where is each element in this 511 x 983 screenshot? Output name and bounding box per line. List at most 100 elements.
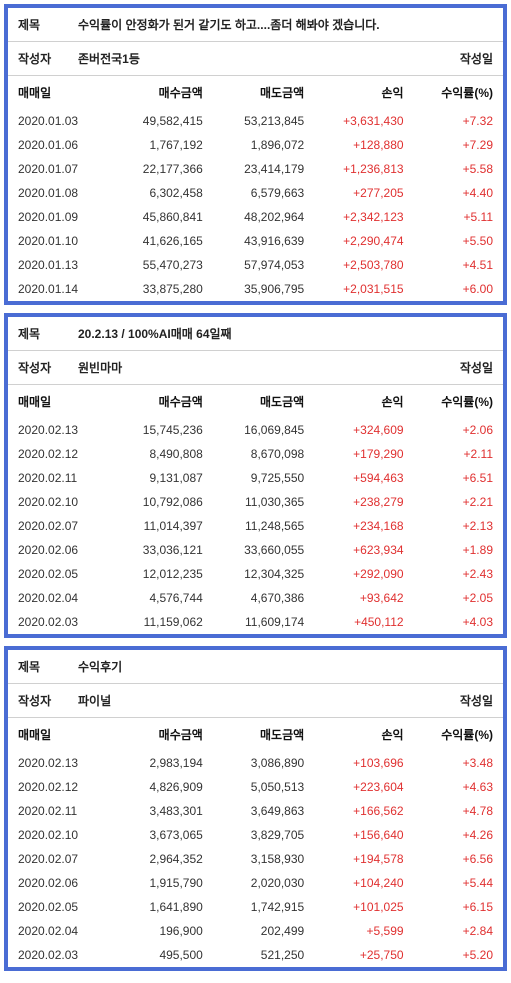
cell-rate: +2.21: [404, 495, 493, 509]
cell-date: 2020.01.08: [18, 186, 101, 200]
cell-rate: +6.56: [404, 852, 493, 866]
cell-date: 2020.01.06: [18, 138, 101, 152]
cell-profit: +292,090: [304, 567, 403, 581]
cell-sell: 11,248,565: [203, 519, 304, 533]
cell-profit: +234,168: [304, 519, 403, 533]
cell-date: 2020.02.04: [18, 591, 101, 605]
cell-profit: +93,642: [304, 591, 403, 605]
cell-rate: +4.03: [404, 615, 493, 629]
title-label: 제목: [18, 658, 78, 675]
cell-date: 2020.01.14: [18, 282, 101, 296]
cell-buy: 45,860,841: [101, 210, 202, 224]
cell-profit: +101,025: [304, 900, 403, 914]
cell-profit: +128,880: [304, 138, 403, 152]
cell-rate: +6.51: [404, 471, 493, 485]
cell-profit: +223,604: [304, 780, 403, 794]
table-row: 2020.01.13 55,470,273 57,974,053 +2,503,…: [8, 253, 503, 277]
created-label: 작성일: [460, 692, 493, 709]
cell-rate: +4.26: [404, 828, 493, 842]
cell-sell: 9,725,550: [203, 471, 304, 485]
author-row: 작성자 존버전국1등 작성일: [8, 42, 503, 76]
cell-buy: 3,673,065: [101, 828, 202, 842]
cell-sell: 16,069,845: [203, 423, 304, 437]
cell-profit: +1,236,813: [304, 162, 403, 176]
cell-buy: 4,576,744: [101, 591, 202, 605]
author-value: 원빈마마: [78, 359, 460, 376]
cell-sell: 3,086,890: [203, 756, 304, 770]
title-label: 제목: [18, 325, 78, 342]
cell-rate: +5.50: [404, 234, 493, 248]
cell-rate: +5.11: [404, 210, 493, 224]
cell-date: 2020.02.07: [18, 852, 101, 866]
col-header-buy: 매수금액: [101, 393, 202, 410]
cell-rate: +7.32: [404, 114, 493, 128]
col-header-profit: 손익: [304, 84, 403, 101]
cell-buy: 11,159,062: [101, 615, 202, 629]
table-row: 2020.02.06 1,915,790 2,020,030 +104,240 …: [8, 871, 503, 895]
cell-rate: +2.13: [404, 519, 493, 533]
table-header: 매매일 매수금액 매도금액 손익 수익률(%): [8, 718, 503, 751]
title-value: 20.2.13 / 100%AI매매 64일째: [78, 325, 493, 342]
table-row: 2020.01.07 22,177,366 23,414,179 +1,236,…: [8, 157, 503, 181]
cell-buy: 3,483,301: [101, 804, 202, 818]
cell-sell: 23,414,179: [203, 162, 304, 176]
col-header-rate: 수익률(%): [404, 393, 493, 410]
col-header-date: 매매일: [18, 726, 101, 743]
cell-buy: 22,177,366: [101, 162, 202, 176]
cell-buy: 41,626,165: [101, 234, 202, 248]
author-value: 존버전국1등: [78, 50, 460, 67]
col-header-date: 매매일: [18, 84, 101, 101]
cell-date: 2020.02.05: [18, 567, 101, 581]
cell-profit: +25,750: [304, 948, 403, 962]
author-label: 작성자: [18, 359, 78, 376]
table-row: 2020.02.07 2,964,352 3,158,930 +194,578 …: [8, 847, 503, 871]
cell-date: 2020.02.11: [18, 804, 101, 818]
table-row: 2020.02.03 495,500 521,250 +25,750 +5.20: [8, 943, 503, 967]
cell-rate: +2.43: [404, 567, 493, 581]
cell-rate: +2.84: [404, 924, 493, 938]
cell-sell: 11,609,174: [203, 615, 304, 629]
cell-buy: 10,792,086: [101, 495, 202, 509]
col-header-profit: 손익: [304, 726, 403, 743]
cell-sell: 1,742,915: [203, 900, 304, 914]
cell-profit: +179,290: [304, 447, 403, 461]
cell-sell: 43,916,639: [203, 234, 304, 248]
created-label: 작성일: [460, 359, 493, 376]
cell-buy: 1,767,192: [101, 138, 202, 152]
cell-date: 2020.01.03: [18, 114, 101, 128]
cell-sell: 4,670,386: [203, 591, 304, 605]
cell-buy: 1,915,790: [101, 876, 202, 890]
cell-sell: 48,202,964: [203, 210, 304, 224]
cell-rate: +4.78: [404, 804, 493, 818]
cell-rate: +5.20: [404, 948, 493, 962]
table-row: 2020.02.06 33,036,121 33,660,055 +623,93…: [8, 538, 503, 562]
table-header: 매매일 매수금액 매도금액 손익 수익률(%): [8, 385, 503, 418]
table-row: 2020.01.06 1,767,192 1,896,072 +128,880 …: [8, 133, 503, 157]
cell-date: 2020.02.04: [18, 924, 101, 938]
cell-profit: +3,631,430: [304, 114, 403, 128]
cell-buy: 33,036,121: [101, 543, 202, 557]
cell-sell: 3,829,705: [203, 828, 304, 842]
cell-date: 2020.02.03: [18, 948, 101, 962]
col-header-rate: 수익률(%): [404, 726, 493, 743]
col-header-sell: 매도금액: [203, 726, 304, 743]
table-row: 2020.02.04 196,900 202,499 +5,599 +2.84: [8, 919, 503, 943]
table-row: 2020.02.10 10,792,086 11,030,365 +238,27…: [8, 490, 503, 514]
cell-buy: 55,470,273: [101, 258, 202, 272]
cell-date: 2020.02.03: [18, 615, 101, 629]
cell-sell: 1,896,072: [203, 138, 304, 152]
table-row: 2020.01.08 6,302,458 6,579,663 +277,205 …: [8, 181, 503, 205]
cell-profit: +2,342,123: [304, 210, 403, 224]
cell-date: 2020.02.10: [18, 495, 101, 509]
author-label: 작성자: [18, 692, 78, 709]
col-header-rate: 수익률(%): [404, 84, 493, 101]
col-header-buy: 매수금액: [101, 726, 202, 743]
cell-date: 2020.02.05: [18, 900, 101, 914]
cell-rate: +1.89: [404, 543, 493, 557]
table-row: 2020.02.04 4,576,744 4,670,386 +93,642 +…: [8, 586, 503, 610]
author-row: 작성자 파이널 작성일: [8, 684, 503, 718]
cell-date: 2020.02.11: [18, 471, 101, 485]
title-value: 수익후기: [78, 658, 493, 675]
cell-profit: +450,112: [304, 615, 403, 629]
title-label: 제목: [18, 16, 78, 33]
